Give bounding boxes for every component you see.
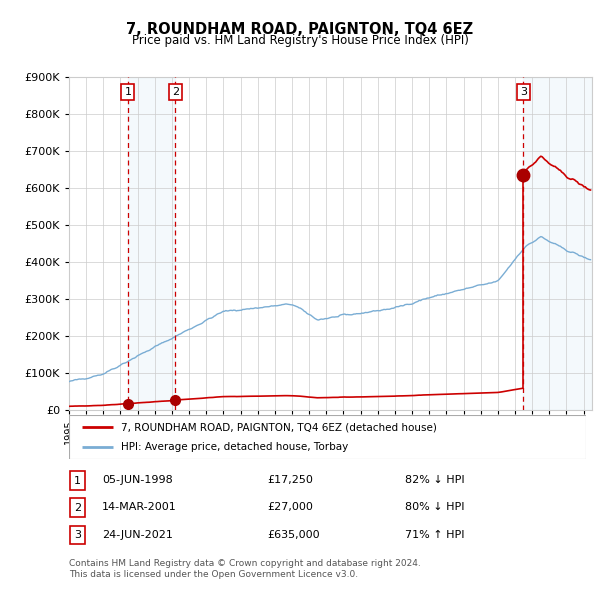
Text: 3: 3 xyxy=(520,87,527,97)
Text: 2: 2 xyxy=(74,503,81,513)
Text: Price paid vs. HM Land Registry's House Price Index (HPI): Price paid vs. HM Land Registry's House … xyxy=(131,34,469,47)
Text: 05-JUN-1998: 05-JUN-1998 xyxy=(102,476,173,485)
Text: 14-MAR-2001: 14-MAR-2001 xyxy=(102,503,177,512)
FancyBboxPatch shape xyxy=(70,499,85,517)
Bar xyxy=(523,77,592,410)
Text: 24-JUN-2021: 24-JUN-2021 xyxy=(102,530,173,539)
Text: £635,000: £635,000 xyxy=(267,530,320,539)
Text: 1: 1 xyxy=(74,476,81,486)
Bar xyxy=(128,77,175,410)
Text: 1: 1 xyxy=(124,87,131,97)
Text: 7, ROUNDHAM ROAD, PAIGNTON, TQ4 6EZ: 7, ROUNDHAM ROAD, PAIGNTON, TQ4 6EZ xyxy=(127,22,473,37)
Text: 2: 2 xyxy=(172,87,179,97)
Text: 7, ROUNDHAM ROAD, PAIGNTON, TQ4 6EZ (detached house): 7, ROUNDHAM ROAD, PAIGNTON, TQ4 6EZ (det… xyxy=(121,422,437,432)
Text: £27,000: £27,000 xyxy=(267,503,313,512)
Text: This data is licensed under the Open Government Licence v3.0.: This data is licensed under the Open Gov… xyxy=(69,571,358,579)
Text: 80% ↓ HPI: 80% ↓ HPI xyxy=(405,503,464,512)
Text: 82% ↓ HPI: 82% ↓ HPI xyxy=(405,476,464,485)
FancyBboxPatch shape xyxy=(69,415,586,459)
FancyBboxPatch shape xyxy=(70,471,85,490)
FancyBboxPatch shape xyxy=(70,526,85,544)
Text: Contains HM Land Registry data © Crown copyright and database right 2024.: Contains HM Land Registry data © Crown c… xyxy=(69,559,421,568)
Text: 71% ↑ HPI: 71% ↑ HPI xyxy=(405,530,464,539)
Text: £17,250: £17,250 xyxy=(267,476,313,485)
Text: HPI: Average price, detached house, Torbay: HPI: Average price, detached house, Torb… xyxy=(121,442,348,452)
Text: 3: 3 xyxy=(74,530,81,540)
